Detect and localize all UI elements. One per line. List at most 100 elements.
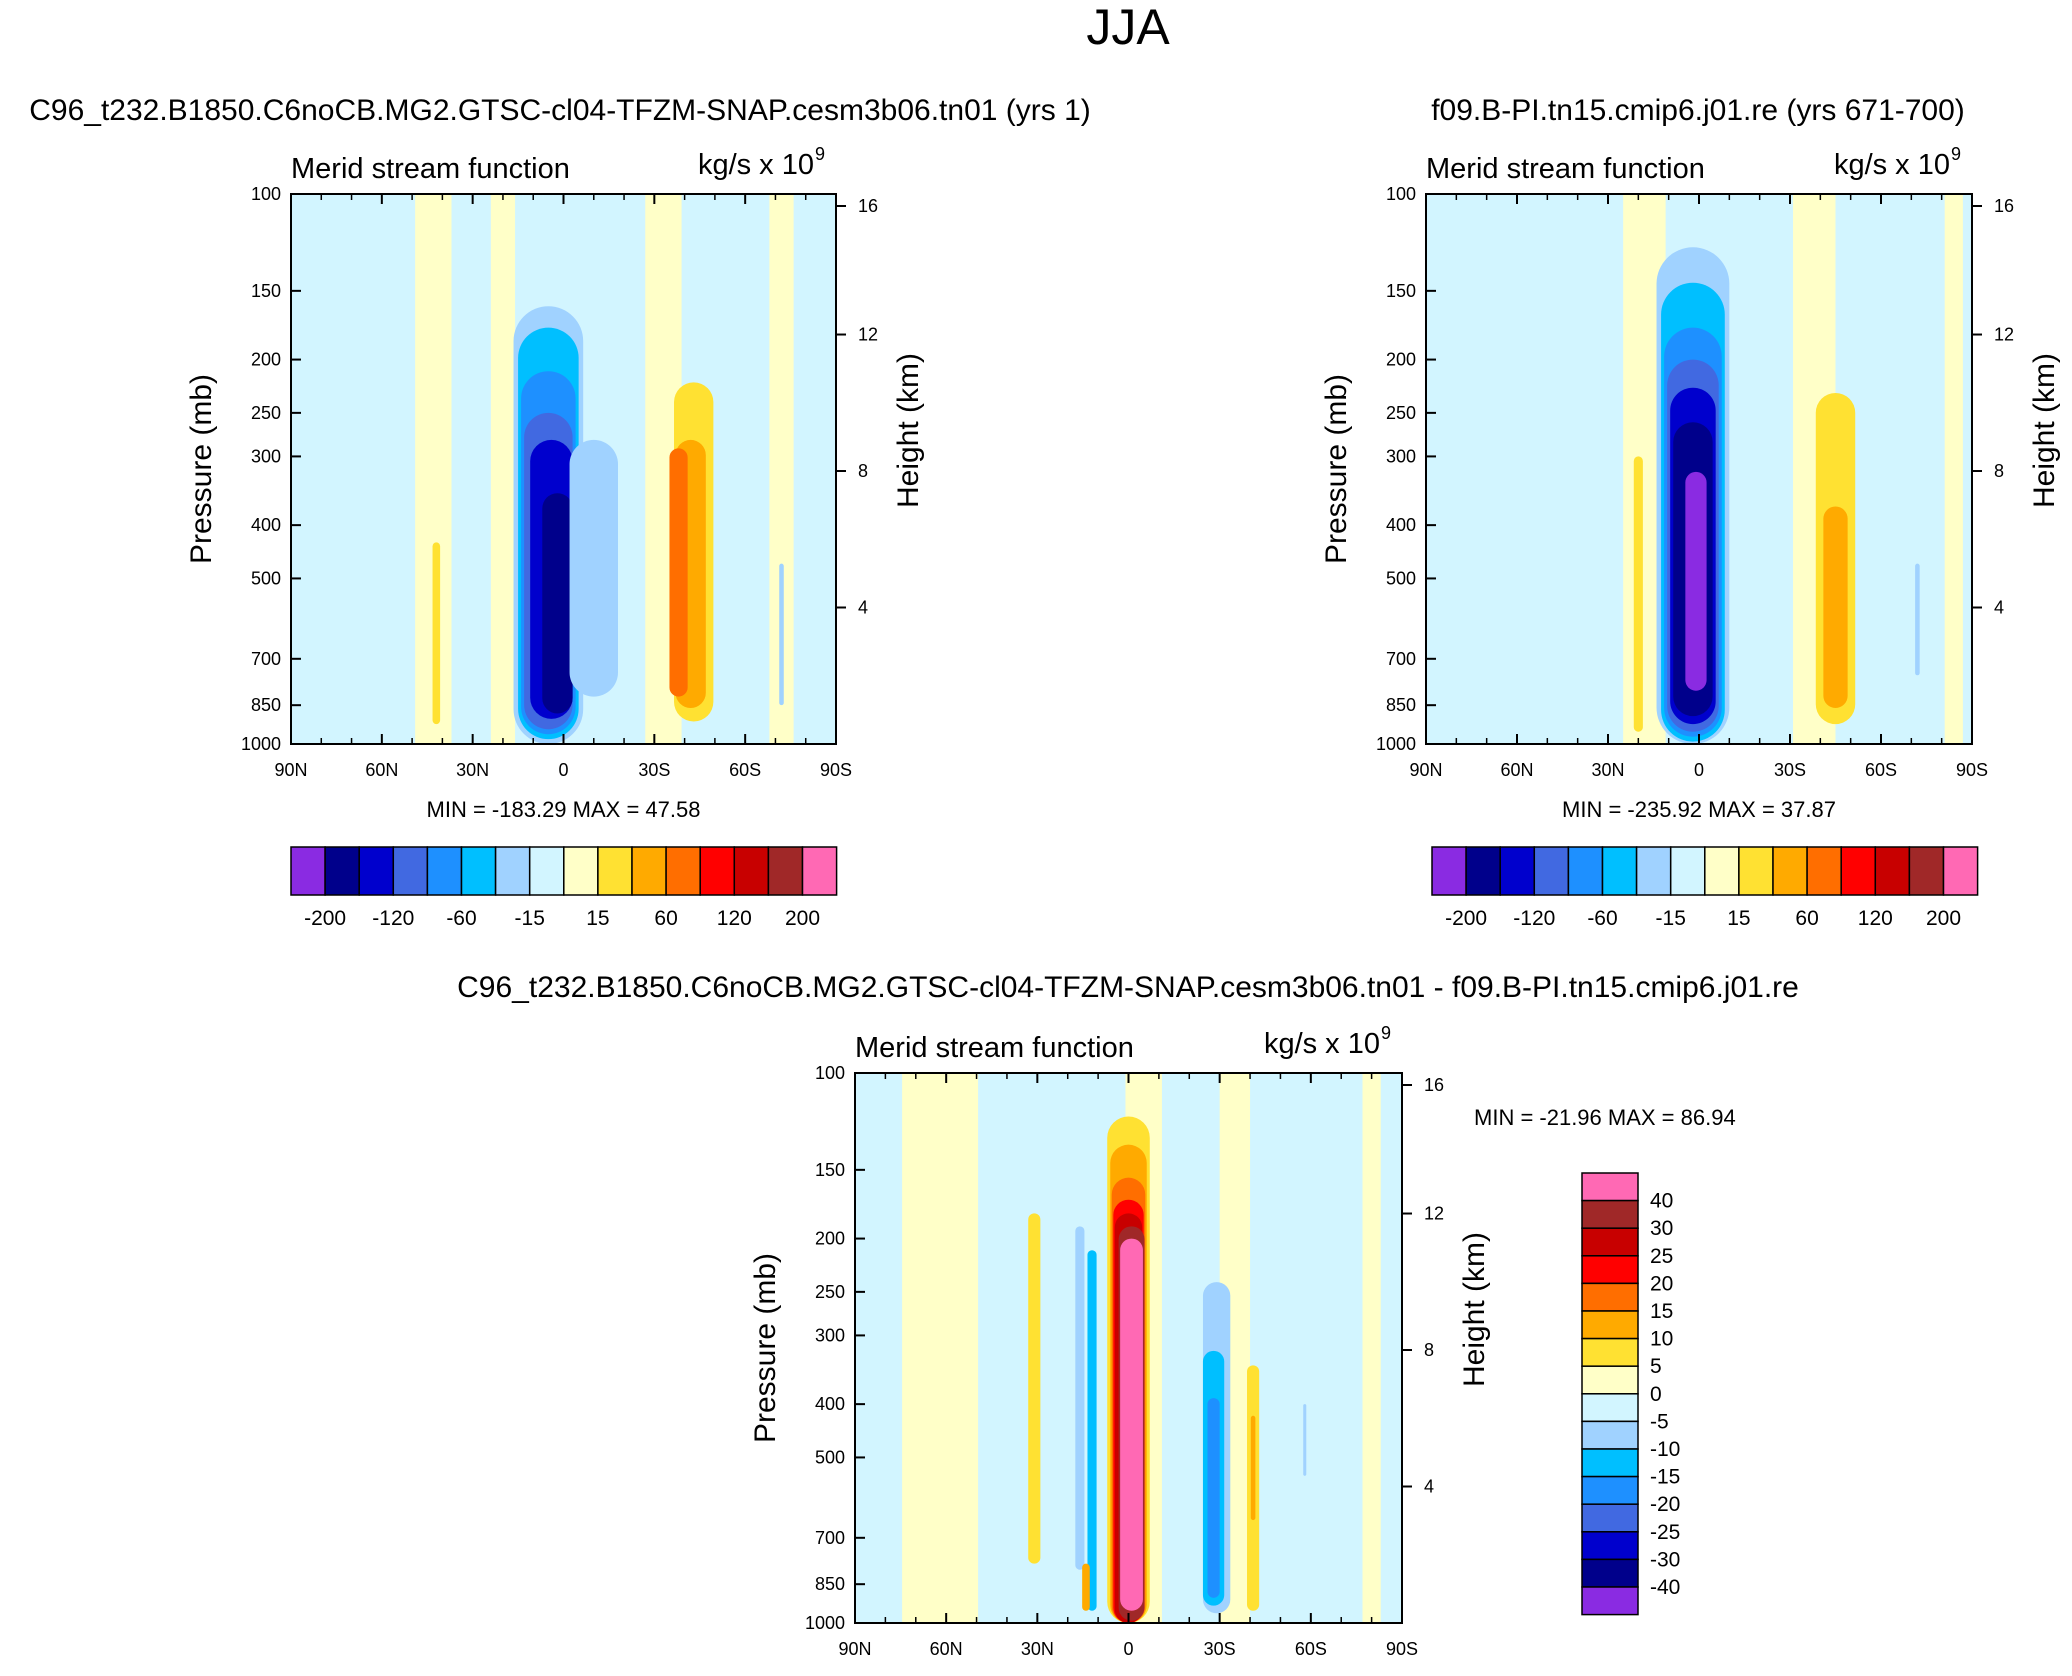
colorbar-label: 25 — [1650, 1245, 1673, 1268]
colorbar-box — [1581, 1337, 1639, 1367]
contour-cell-10 — [1633, 456, 1643, 732]
colorbar-box — [767, 846, 804, 896]
height-tick-label: 16 — [1424, 1075, 1444, 1095]
colorbar-label: 40 — [1650, 1190, 1673, 1213]
panel-3: C96_t232.B1850.C6noCB.MG2.GTSC-cl04-TFZM… — [457, 971, 1799, 1659]
y-tick-label: 500 — [1386, 568, 1416, 588]
x-tick-label: 0 — [1694, 760, 1704, 780]
colorbar-box — [1581, 1227, 1639, 1257]
pale-band-3 — [1944, 194, 1963, 744]
colorbar-label: -15 — [1650, 1466, 1680, 1489]
height-tick-label: 12 — [858, 325, 878, 345]
y-axis-label: Pressure (mb) — [1320, 374, 1353, 564]
min-max-stats: MIN = -235.92 MAX = 37.87 — [1562, 797, 1836, 822]
pale-band-4 — [1362, 1073, 1381, 1623]
y-tick-label: 200 — [1386, 350, 1416, 370]
x-tick-label: 60N — [1500, 760, 1533, 780]
units-label: kg/s x 10 — [1834, 149, 1950, 181]
contour-cell-11 — [1087, 1250, 1097, 1611]
colorbar-box — [631, 846, 667, 896]
colorbar-legend: 40 30 25 20 15 10 5 0 -5 -10 -15 -20 -25 -30 -40 — [1581, 1172, 1680, 1616]
colorbar-box — [1567, 846, 1604, 896]
units-label: kg/s x 10 — [698, 149, 814, 181]
colorbar-box — [1738, 846, 1774, 896]
contour-cell-16 — [1303, 1404, 1307, 1476]
y-tick-label: 700 — [251, 649, 281, 669]
plot-area — [291, 194, 836, 744]
contour-cell-11 — [432, 542, 441, 725]
y-tick-label: 850 — [1386, 695, 1416, 715]
colorbar-box — [426, 846, 463, 896]
colorbar-box — [1581, 1503, 1639, 1533]
colorbar-box — [1581, 1420, 1639, 1450]
colorbar-label: 200 — [1926, 907, 1961, 930]
colorbar-box — [1669, 846, 1706, 896]
colorbar-box — [1581, 1531, 1639, 1561]
y-tick-label: 200 — [815, 1229, 845, 1249]
y-axis-label: Pressure (mb) — [749, 1253, 782, 1443]
colorbar-box — [1431, 846, 1467, 896]
colorbar-label: -15 — [1656, 907, 1686, 930]
x-tick-label: 90N — [274, 760, 307, 780]
colorbar-box — [392, 846, 429, 896]
contour-cell-6 — [542, 493, 573, 714]
panel-title: C96_t232.B1850.C6noCB.MG2.GTSC-cl04-TFZM… — [29, 94, 1091, 127]
height-tick-label: 16 — [1994, 196, 2014, 216]
colorbar-label: -25 — [1650, 1521, 1680, 1544]
x-tick-label: 30N — [456, 760, 489, 780]
colorbar-box — [1874, 846, 1911, 896]
colorbar-box — [1533, 846, 1570, 896]
panel-2: f09.B-PI.tn15.cmip6.j01.re (yrs 671-700)… — [1320, 94, 2061, 930]
colorbar-label: -30 — [1650, 1548, 1680, 1571]
colorbar-label: 120 — [717, 907, 752, 930]
colorbar-box — [801, 846, 838, 896]
colorbar-label: -60 — [446, 907, 476, 930]
colorbar-label: 120 — [1858, 907, 1893, 930]
units-exponent: 9 — [815, 144, 825, 164]
contour-cell-17 — [1082, 1563, 1090, 1611]
colorbar-box — [1635, 846, 1672, 896]
colorbar-label: 10 — [1650, 1328, 1673, 1351]
x-tick-label: 0 — [1123, 1639, 1133, 1659]
y-tick-label: 300 — [1386, 446, 1416, 466]
y-tick-label: 150 — [815, 1160, 845, 1180]
y-tick-label: 500 — [251, 568, 281, 588]
panel-title: f09.B-PI.tn15.cmip6.j01.re (yrs 671-700) — [1431, 94, 1965, 127]
colorbar-box — [528, 846, 565, 896]
colorbar-label: -20 — [1650, 1493, 1680, 1516]
colorbar-label: -10 — [1650, 1438, 1680, 1461]
contour-cell-10 — [1207, 1398, 1220, 1598]
height-tick-label: 4 — [1424, 1477, 1434, 1497]
colorbar-box — [1581, 1586, 1639, 1616]
colorbar-box — [1704, 846, 1740, 896]
units-exponent: 9 — [1381, 1023, 1391, 1043]
colorbar-label: 60 — [1795, 907, 1818, 930]
colorbar-box — [1581, 1172, 1639, 1202]
y-tick-label: 850 — [251, 695, 281, 715]
panel-1: C96_t232.B1850.C6noCB.MG2.GTSC-cl04-TFZM… — [29, 94, 1091, 930]
x-tick-label: 90N — [838, 1639, 871, 1659]
height-tick-label: 8 — [1994, 461, 2004, 481]
colorbar-box — [665, 846, 701, 896]
y-tick-label: 1000 — [241, 734, 281, 754]
colorbar-box — [699, 846, 736, 896]
y-tick-label: 700 — [815, 1528, 845, 1548]
colorbar-box — [358, 846, 395, 896]
y-axis-label: Pressure (mb) — [185, 374, 218, 564]
colorbar-box — [563, 846, 599, 896]
colorbar-box — [1581, 1282, 1639, 1312]
y-tick-label: 400 — [815, 1394, 845, 1414]
x-tick-label: 90N — [1409, 760, 1442, 780]
colorbar-box — [324, 846, 360, 896]
x-tick-label: 60S — [729, 760, 761, 780]
colorbar-box — [1581, 1393, 1639, 1423]
colorbar-label: 20 — [1650, 1272, 1673, 1295]
contour-cell-7 — [1685, 471, 1707, 691]
y-tick-label: 300 — [251, 446, 281, 466]
x-tick-label: 60S — [1865, 760, 1897, 780]
x-tick-label: 30S — [1774, 760, 1806, 780]
colorbar-box — [1772, 846, 1808, 896]
colorbar-label: 30 — [1650, 1217, 1673, 1240]
colorbar-box — [1581, 1310, 1639, 1340]
